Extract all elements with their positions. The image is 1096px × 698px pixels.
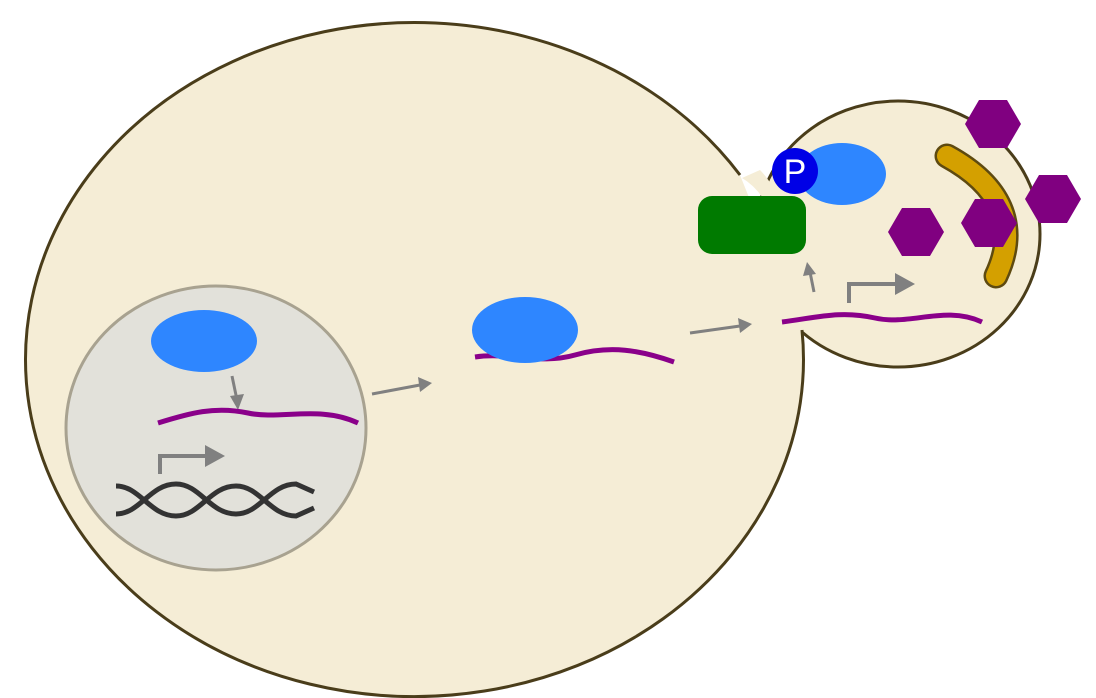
promoter-arrow-icon — [158, 454, 205, 474]
promoter-arrow-icon — [847, 282, 895, 303]
phosphate-icon: P — [772, 148, 818, 194]
phosphorylated-protein — [798, 143, 886, 205]
bound-protein — [472, 297, 578, 363]
import-arrowhead — [230, 394, 244, 410]
cytoplasmic-complex — [472, 297, 675, 365]
export-arrow — [371, 383, 421, 396]
hexagon-molecule-icon — [961, 199, 1017, 247]
bud-mrna — [781, 312, 984, 325]
hexagon-molecule-icon — [1025, 175, 1081, 223]
nuclear-mrna — [157, 407, 360, 426]
export-arrowhead — [418, 377, 432, 392]
translation-arrow — [808, 271, 816, 293]
transport-arrow — [689, 324, 741, 335]
promoter-arrowhead — [205, 445, 225, 467]
kinase — [698, 196, 806, 254]
bud-contents: P — [698, 100, 1081, 325]
transport-arrowhead — [738, 318, 752, 333]
hexagon-molecule-icon — [965, 100, 1021, 148]
hexagon-molecule-icon — [888, 208, 944, 256]
translation-arrowhead — [803, 262, 816, 276]
phosphate-label: P — [784, 153, 807, 191]
nucleus — [64, 284, 368, 572]
dna-double-helix-icon — [115, 481, 316, 519]
nuclear-protein — [151, 310, 257, 372]
bud-promoter-arrowhead — [895, 273, 915, 295]
